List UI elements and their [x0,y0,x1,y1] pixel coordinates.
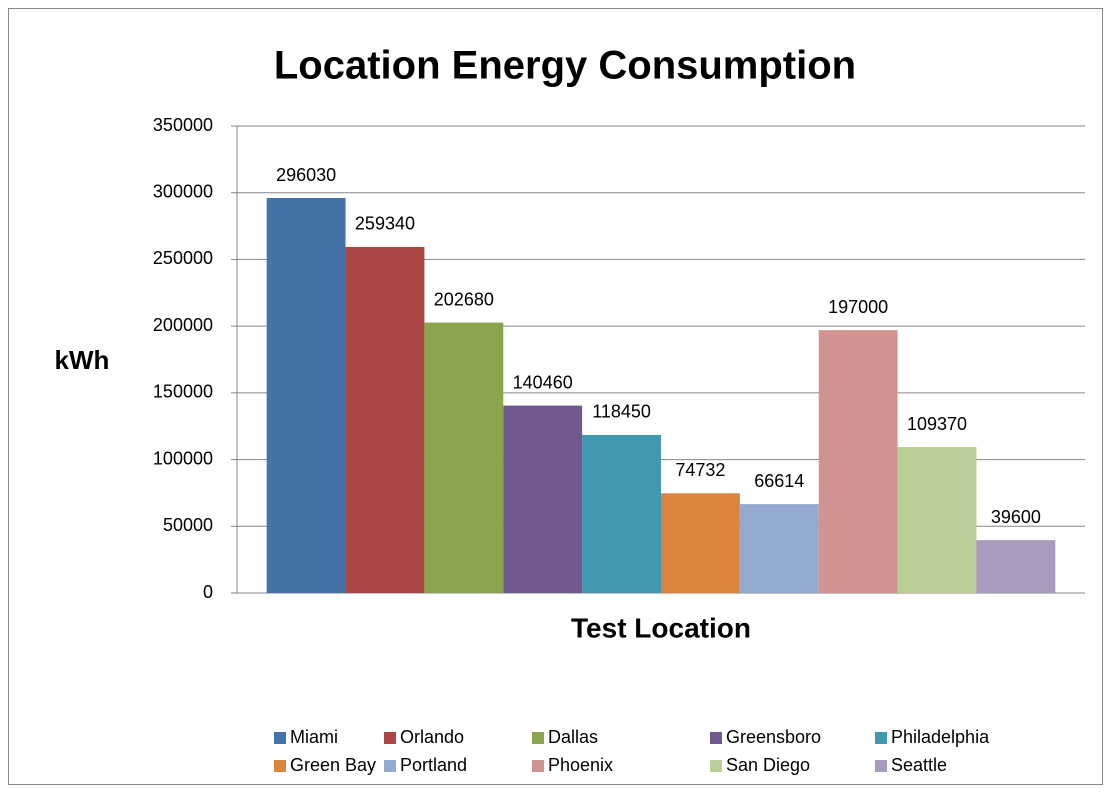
legend-swatch [532,732,544,744]
y-tick-label: 50000 [163,515,213,535]
bar [503,405,583,593]
legend-label: Portland [400,755,467,775]
data-label: 197000 [828,297,888,317]
data-label: 296030 [276,165,336,185]
y-tick-label: 150000 [153,382,213,402]
legend-swatch [274,732,286,744]
legend-label: Orlando [400,727,464,747]
data-label: 109370 [907,414,967,434]
legend-swatch [875,760,887,772]
bar [818,330,898,593]
bar [897,447,977,593]
legend-label: San Diego [726,755,810,775]
chart-border [8,8,1103,785]
y-tick-label: 250000 [153,248,213,268]
legend-label: Phoenix [548,755,613,775]
y-tick-label: 100000 [153,448,213,468]
x-axis-label: Test Location [571,612,751,643]
bar [661,493,740,593]
legend-swatch [532,760,544,772]
legend-label: Philadelphia [891,727,990,747]
y-tick-label: 350000 [153,115,213,135]
y-tick-label: 200000 [153,315,213,335]
bar [345,246,425,593]
legend-swatch [384,732,396,744]
legend-swatch [710,732,722,744]
data-label: 140460 [513,372,573,392]
chart-title: Location Energy Consumption [274,44,856,88]
legend-label: Greensboro [726,727,821,747]
y-axis-label: kWh [55,345,110,375]
data-label: 74732 [675,460,725,480]
data-label: 118450 [592,402,651,422]
legend-swatch [274,760,286,772]
bar [266,198,346,593]
bar [739,504,819,593]
legend-label: Seattle [891,755,947,775]
data-label: 66614 [754,471,804,491]
legend-swatch [875,732,887,744]
legend-swatch [710,760,722,772]
legend-label: Dallas [548,727,598,747]
bar [976,540,1056,593]
data-label: 202680 [434,289,494,309]
legend-label: Green Bay [290,755,376,775]
legend-label: Miami [290,727,338,747]
y-tick-label: 0 [203,582,213,602]
legend-swatch [384,760,396,772]
bar [424,322,504,593]
y-tick-label: 300000 [153,181,213,201]
data-label: 259340 [355,214,415,234]
bar [582,434,661,593]
data-label: 39600 [991,507,1041,527]
